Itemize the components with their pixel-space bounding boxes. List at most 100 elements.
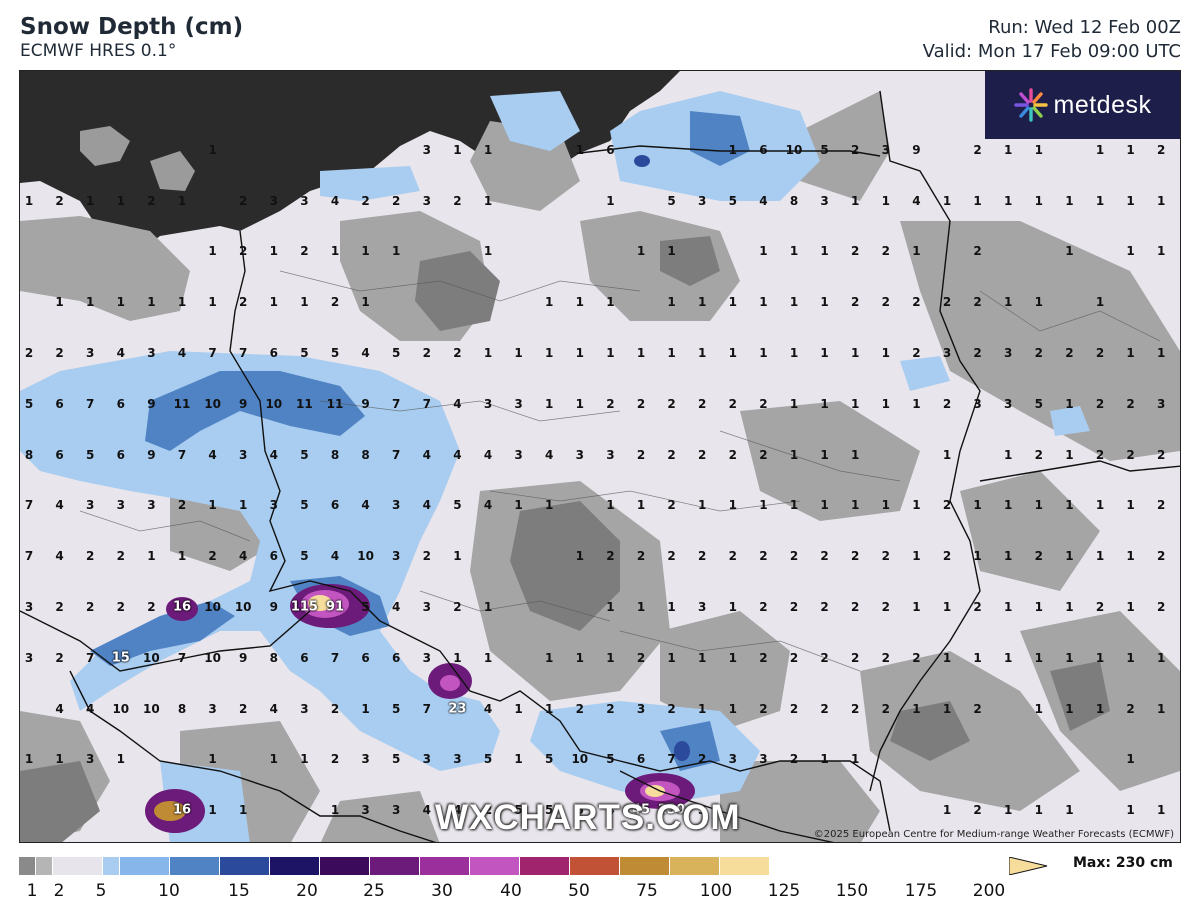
legend-swatch bbox=[520, 857, 570, 875]
snow-depth-value: 2 bbox=[789, 650, 799, 665]
snow-depth-value: 3 bbox=[942, 346, 952, 360]
snow-depth-value: 1 bbox=[1034, 803, 1043, 818]
snow-depth-value: 2 bbox=[759, 701, 768, 716]
snow-depth-value: 5 bbox=[300, 447, 309, 462]
snow-depth-value: 7 bbox=[330, 650, 340, 665]
snow-depth-value: 1 bbox=[1065, 600, 1074, 614]
snow-depth-value: 7 bbox=[86, 650, 95, 665]
snow-depth-value: 1 bbox=[269, 752, 278, 767]
snow-depth-value: 1 bbox=[483, 600, 493, 614]
snow-depth-value: 1 bbox=[177, 193, 187, 208]
snow-depth-value: 2 bbox=[300, 244, 309, 259]
snow-depth-value: 6 bbox=[269, 346, 278, 360]
valid-time: Valid: Mon 17 Feb 09:00 UTC bbox=[922, 41, 1181, 62]
snow-depth-value: 2 bbox=[55, 193, 64, 208]
legend-tick-label: 100 bbox=[699, 881, 733, 901]
snow-depth-value: 1 bbox=[1126, 346, 1135, 360]
metdesk-logo-text: metdesk bbox=[1053, 90, 1152, 119]
snow-depth-value: 3 bbox=[636, 701, 646, 716]
snow-depth-value: 4 bbox=[759, 193, 768, 208]
snow-depth-value: 2 bbox=[881, 600, 890, 614]
legend-tick-label: 2 bbox=[53, 881, 65, 901]
snow-depth-value: 2 bbox=[881, 295, 890, 310]
snow-depth-value: 1 bbox=[575, 396, 584, 411]
snow-depth-value: 1 bbox=[973, 498, 982, 513]
legend-color-bar bbox=[19, 857, 770, 875]
snow-depth-value: 1 bbox=[698, 346, 707, 360]
snow-depth-value: 3 bbox=[24, 650, 34, 665]
snow-depth-value: 1 bbox=[545, 346, 554, 360]
snow-depth-value: 2 bbox=[1095, 447, 1105, 462]
snow-depth-value: 3 bbox=[698, 600, 707, 614]
snow-depth-value: 2 bbox=[147, 600, 156, 614]
snow-depth-value: 6 bbox=[55, 447, 64, 462]
legend-swatch bbox=[670, 857, 720, 875]
snow-depth-value: 2 bbox=[86, 549, 95, 564]
snow-depth-value: 5 bbox=[453, 498, 462, 513]
snow-depth-value: 1 bbox=[667, 346, 676, 360]
snow-depth-value: 2 bbox=[759, 650, 768, 665]
snow-depth-value: 1 bbox=[86, 295, 95, 310]
snow-depth-value: 3 bbox=[86, 346, 95, 360]
snow-depth-value: 2 bbox=[1034, 346, 1043, 360]
snow-depth-value: 3 bbox=[422, 752, 431, 767]
snow-depth-value: 5 bbox=[545, 803, 554, 818]
snow-depth-value: 1 bbox=[116, 752, 125, 767]
snow-depth-value: 15 bbox=[111, 650, 130, 666]
snow-depth-value: 5 bbox=[24, 396, 34, 411]
snow-depth-value: 3 bbox=[514, 396, 523, 411]
snow-depth-value: 16 bbox=[172, 802, 192, 818]
snow-depth-value: 5 bbox=[86, 447, 95, 462]
snow-depth-value: 4 bbox=[177, 346, 187, 360]
snow-depth-value: 10 bbox=[143, 701, 160, 716]
legend-swatch bbox=[19, 857, 36, 875]
snow-depth-value: 4 bbox=[330, 193, 340, 208]
snow-depth-value: 1 bbox=[942, 447, 952, 462]
snow-depth-value: 1 bbox=[667, 650, 676, 665]
snow-depth-value: 1 bbox=[545, 498, 554, 513]
snow-depth-value: 1 bbox=[24, 193, 34, 208]
snow-depth-value: 1 bbox=[545, 396, 554, 411]
snow-depth-value: 1 bbox=[300, 295, 309, 310]
snow-depth-value: 2 bbox=[942, 498, 952, 513]
snow-depth-value: 2 bbox=[606, 396, 615, 411]
snow-depth-value: 2 bbox=[208, 549, 217, 564]
snow-depth-value: 1 bbox=[1065, 498, 1074, 513]
snow-depth-value: 3 bbox=[759, 752, 768, 767]
snow-depth-value: 7 bbox=[392, 447, 401, 462]
metdesk-logo[interactable]: metdesk bbox=[985, 71, 1180, 139]
snow-depth-value: 1 bbox=[1065, 396, 1074, 411]
snow-depth-value: 5 bbox=[575, 803, 584, 818]
peak-snow-areas bbox=[145, 155, 695, 833]
snow-depth-value: 1 bbox=[361, 701, 370, 716]
legend-tick-label: 5 bbox=[95, 881, 107, 901]
snow-depth-value: 1 bbox=[1126, 498, 1135, 513]
snow-depth-value: 4 bbox=[86, 701, 95, 716]
snow-depth-value: 10 bbox=[234, 600, 252, 614]
snow-depth-value: 5 bbox=[300, 498, 309, 513]
legend-swatch bbox=[570, 857, 620, 875]
snow-depth-value: 3 bbox=[269, 498, 278, 513]
snow-depth-value: 1 bbox=[851, 346, 860, 360]
snow-depth-value: 3 bbox=[1004, 396, 1013, 411]
snow-depth-value: 5 bbox=[392, 701, 401, 716]
snow-depth-value: 1 bbox=[789, 244, 799, 259]
snow-depth-value: 3 bbox=[514, 447, 523, 462]
snow-depth-value: 1 bbox=[575, 650, 584, 665]
snow-depth-value: 2 bbox=[698, 396, 707, 411]
country-borders bbox=[20, 90, 1180, 842]
snow-depth-value: 2 bbox=[147, 193, 156, 208]
legend-max-label: Max: 230 cm bbox=[1073, 855, 1173, 871]
snow-depth-value: 1 bbox=[116, 193, 125, 208]
snow-depth-value: 2 bbox=[728, 396, 737, 411]
snow-depth-value: 1 bbox=[820, 396, 829, 411]
snow-depth-value: 2 bbox=[667, 447, 676, 462]
snow-depth-value: 4 bbox=[483, 498, 493, 513]
snow-depth-value: 5 bbox=[728, 193, 737, 208]
model-subtitle: ECMWF HRES 0.1° bbox=[20, 41, 177, 61]
snow-depth-value: 1 bbox=[453, 650, 462, 665]
snow-depth-value: 1 bbox=[912, 600, 921, 614]
snow-depth-value: 4 bbox=[453, 396, 462, 411]
snow-depth-value: 7 bbox=[24, 498, 34, 513]
snow-depth-value: 1 bbox=[728, 600, 737, 614]
